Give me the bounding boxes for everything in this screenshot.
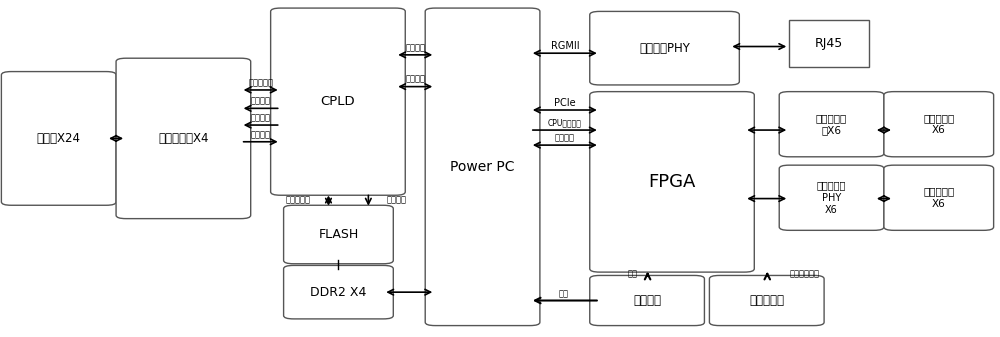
Text: 光纤发送器
X6: 光纤发送器 X6 bbox=[923, 113, 954, 135]
Text: 时钟: 时钟 bbox=[628, 269, 638, 278]
FancyBboxPatch shape bbox=[884, 165, 994, 230]
Text: 恒温晶振: 恒温晶振 bbox=[633, 294, 661, 307]
Text: 片选信号: 片选信号 bbox=[386, 195, 406, 205]
Text: CPLD: CPLD bbox=[321, 95, 355, 108]
Text: 光串口驱动
器X6: 光串口驱动 器X6 bbox=[816, 113, 847, 135]
FancyBboxPatch shape bbox=[709, 275, 824, 326]
Text: 时间同步信号: 时间同步信号 bbox=[789, 269, 819, 278]
Text: 转换结束: 转换结束 bbox=[251, 130, 271, 139]
FancyBboxPatch shape bbox=[779, 92, 884, 157]
Text: 本地总线: 本地总线 bbox=[405, 43, 425, 52]
FancyBboxPatch shape bbox=[1, 71, 116, 205]
Text: 转换启动: 转换启动 bbox=[251, 96, 271, 105]
Text: 传感器X24: 传感器X24 bbox=[37, 132, 81, 145]
FancyBboxPatch shape bbox=[590, 11, 739, 85]
FancyBboxPatch shape bbox=[590, 92, 754, 272]
Text: 控制信号: 控制信号 bbox=[405, 75, 425, 84]
Text: 光纤收发器
X6: 光纤收发器 X6 bbox=[923, 187, 954, 209]
Text: 光纤接收器: 光纤接收器 bbox=[749, 294, 784, 307]
Text: 电以太网PHY: 电以太网PHY bbox=[639, 42, 690, 55]
Text: RGMII: RGMII bbox=[551, 41, 579, 51]
Text: 数据地址线: 数据地址线 bbox=[286, 195, 311, 205]
FancyBboxPatch shape bbox=[425, 8, 540, 326]
Text: FPGA: FPGA bbox=[648, 173, 696, 191]
FancyBboxPatch shape bbox=[271, 8, 405, 195]
Text: FLASH: FLASH bbox=[318, 228, 359, 241]
FancyBboxPatch shape bbox=[789, 20, 869, 67]
FancyBboxPatch shape bbox=[779, 165, 884, 230]
Text: 模数转换器X4: 模数转换器X4 bbox=[158, 132, 209, 145]
FancyBboxPatch shape bbox=[284, 266, 393, 319]
Text: 数据地址线: 数据地址线 bbox=[248, 78, 273, 87]
FancyBboxPatch shape bbox=[284, 205, 393, 264]
Text: 光纤以太网
PHY
X6: 光纤以太网 PHY X6 bbox=[817, 180, 846, 215]
FancyBboxPatch shape bbox=[590, 275, 704, 326]
Text: RJ45: RJ45 bbox=[815, 37, 843, 50]
FancyBboxPatch shape bbox=[116, 58, 251, 219]
Text: 片选信号: 片选信号 bbox=[251, 113, 271, 122]
Text: DDR2 X4: DDR2 X4 bbox=[310, 286, 367, 299]
Text: Power PC: Power PC bbox=[450, 160, 515, 174]
FancyBboxPatch shape bbox=[884, 92, 994, 157]
Text: 时钟: 时钟 bbox=[559, 289, 569, 298]
Text: 本地总线: 本地总线 bbox=[555, 133, 575, 142]
Text: PCIe: PCIe bbox=[554, 98, 576, 108]
Text: CPU加载配置: CPU加载配置 bbox=[548, 118, 582, 127]
